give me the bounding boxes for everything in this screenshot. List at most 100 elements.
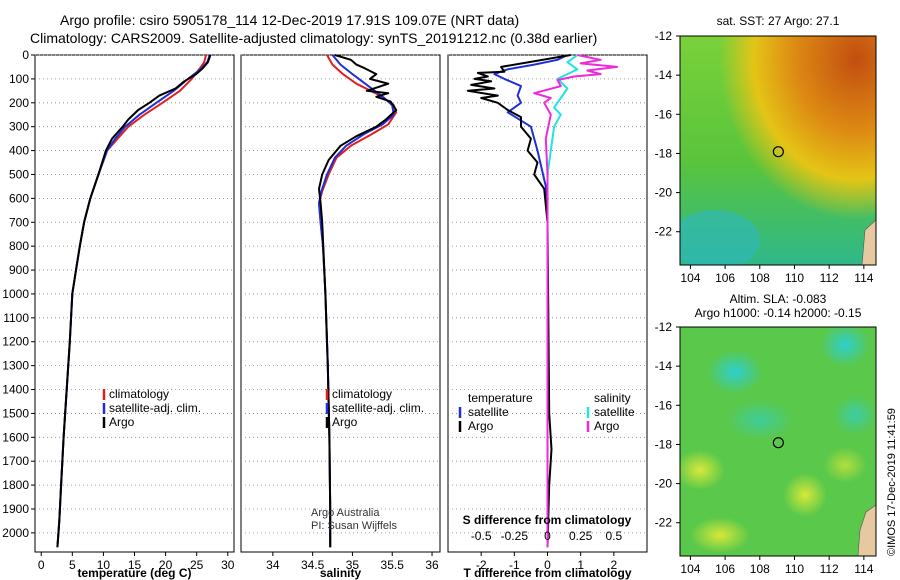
series-line-temperature-satellite xyxy=(493,54,568,548)
series-line-argo xyxy=(318,54,398,548)
legend-title: temperature xyxy=(468,391,533,405)
legend-title: salinity xyxy=(594,391,631,405)
top-tick-label: -0.25 xyxy=(501,529,529,543)
x-tick-label: 2 xyxy=(610,558,617,572)
y-tick-label: -22 xyxy=(655,225,673,239)
panel-salinity: 34 34.5 35 35.5 36 salinity climatologysatelli… xyxy=(240,54,441,580)
series-line-salinity-argo xyxy=(533,54,619,548)
x-axis-label: T difference from climatology xyxy=(463,566,631,580)
x-tick-label: 112 xyxy=(820,562,839,576)
x-tick-label: 110 xyxy=(785,562,804,576)
y-tick-label: 200 xyxy=(9,96,29,110)
x-tick-label: 106 xyxy=(715,271,735,285)
x-tick-label: 15 xyxy=(128,558,142,572)
y-tick-label: 1100 xyxy=(3,311,29,325)
y-tick-label: -20 xyxy=(655,477,673,491)
y-tick-label: -18 xyxy=(655,437,673,451)
y-tick-label: 1500 xyxy=(2,406,29,420)
x-tick-label: 35 xyxy=(346,558,360,572)
x-tick-label: 108 xyxy=(750,562,770,576)
legend-entry: Argo xyxy=(109,415,135,429)
x-tick-label: 35.5 xyxy=(381,558,405,572)
x-tick-label: 108 xyxy=(750,271,770,285)
x-tick-label: 112 xyxy=(820,271,839,285)
top-tick-label: 0.5 xyxy=(605,529,622,543)
credit-annotation: Argo Australia xyxy=(311,507,380,519)
y-tick-label: -12 xyxy=(655,320,673,334)
panel-temperature: 0100200300400500600700800900100011001200… xyxy=(2,48,234,580)
x-tick-label: 30 xyxy=(221,558,235,572)
series-line-salinity-satellite xyxy=(546,54,579,548)
y-tick-label: 700 xyxy=(9,215,29,229)
y-tick-label: -16 xyxy=(655,398,673,412)
y-tick-label: 600 xyxy=(9,191,29,205)
argo-position-marker xyxy=(772,437,784,449)
legend-entry: Argo xyxy=(594,419,620,433)
x-axis-label: salinity xyxy=(320,566,362,580)
y-tick-label: 400 xyxy=(9,144,29,158)
y-tick-label: 1300 xyxy=(2,359,29,373)
y-tick-label: 900 xyxy=(9,263,29,277)
y-tick-label: 1900 xyxy=(2,502,29,516)
y-tick-label: 800 xyxy=(9,239,29,253)
plot-frame xyxy=(34,54,235,553)
y-tick-label: 300 xyxy=(9,120,29,134)
y-tick-label: -14 xyxy=(655,359,673,373)
argo-position-marker xyxy=(772,146,784,158)
sla-map-title: Altim. SLA: -0.083 xyxy=(730,292,827,306)
x-tick-label: 0 xyxy=(38,558,45,572)
x-tick-label: 5 xyxy=(69,558,76,572)
x-tick-label: 1 xyxy=(577,558,584,572)
y-tick-label: 1600 xyxy=(2,430,29,444)
legend-entry: satellite-adj. clim. xyxy=(109,401,201,415)
y-tick-label: 1400 xyxy=(2,383,29,397)
y-tick-label: -12 xyxy=(655,29,673,43)
sla-map: Altim. SLA: -0.083 Argo h1000: -0.14 h20… xyxy=(655,292,877,576)
x-tick-label: 114 xyxy=(854,562,873,576)
x-tick-label: 104 xyxy=(680,562,700,576)
sst-map: sat. SST: 27 Argo: 27.1 104 106 108 110 112 1… xyxy=(655,14,877,285)
x-tick-label: 20 xyxy=(159,558,173,572)
x-tick-label: 34 xyxy=(266,558,280,572)
panel-difference: -2 -1 0 1 2T difference from climatology temp… xyxy=(447,54,648,580)
top-axis-label: S difference from climatology xyxy=(463,513,632,527)
y-tick-label: 0 xyxy=(22,48,29,62)
top-tick-label: 0.25 xyxy=(569,529,593,543)
x-tick-label: -2 xyxy=(476,558,487,572)
x-tick-label: 114 xyxy=(854,271,873,285)
legend-entry: climatology xyxy=(332,387,392,401)
y-tick-label: -18 xyxy=(655,146,673,160)
coastline xyxy=(857,504,876,556)
y-tick-label: 1800 xyxy=(2,478,29,492)
y-tick-label: 2000 xyxy=(2,526,29,540)
y-tick-label: -20 xyxy=(655,186,673,200)
y-tick-label: 1200 xyxy=(2,335,29,349)
top-tick-label: -0.5 xyxy=(471,529,492,543)
plot-frame xyxy=(240,54,441,553)
x-tick-label: 106 xyxy=(715,562,735,576)
x-tick-label: 34.5 xyxy=(301,558,325,572)
legend-entry: satellite xyxy=(594,405,635,419)
credit-annotation: PI: Susan Wijffels xyxy=(311,520,397,532)
legend-entry: Argo xyxy=(468,419,494,433)
x-axis-label: temperature (deg C) xyxy=(77,566,191,580)
y-tick-label: -14 xyxy=(655,68,673,82)
legend-entry: Argo xyxy=(332,415,358,429)
y-tick-label: 100 xyxy=(9,72,29,86)
y-tick-label: 1000 xyxy=(2,287,29,301)
footer-credit: ©IMOS 17-Dec-2019 11:41:59 xyxy=(886,408,898,556)
series-line-argo xyxy=(56,54,212,548)
header-line2: Climatology: CARS2009. Satellite-adjuste… xyxy=(30,30,597,46)
x-tick-label: -1 xyxy=(509,558,520,572)
x-tick-label: 0 xyxy=(544,558,551,572)
sst-map-title: sat. SST: 27 Argo: 27.1 xyxy=(717,14,840,28)
x-tick-label: 10 xyxy=(97,558,111,572)
x-tick-label: 110 xyxy=(785,271,804,285)
top-tick-label: 0 xyxy=(544,529,551,543)
x-tick-label: 36 xyxy=(425,558,439,572)
coastline xyxy=(861,219,876,265)
sla-map-subtitle: Argo h1000: -0.14 h2000: -0.15 xyxy=(695,306,862,320)
y-tick-label: 1700 xyxy=(2,454,29,468)
legend-entry: satellite-adj. clim. xyxy=(332,401,424,415)
